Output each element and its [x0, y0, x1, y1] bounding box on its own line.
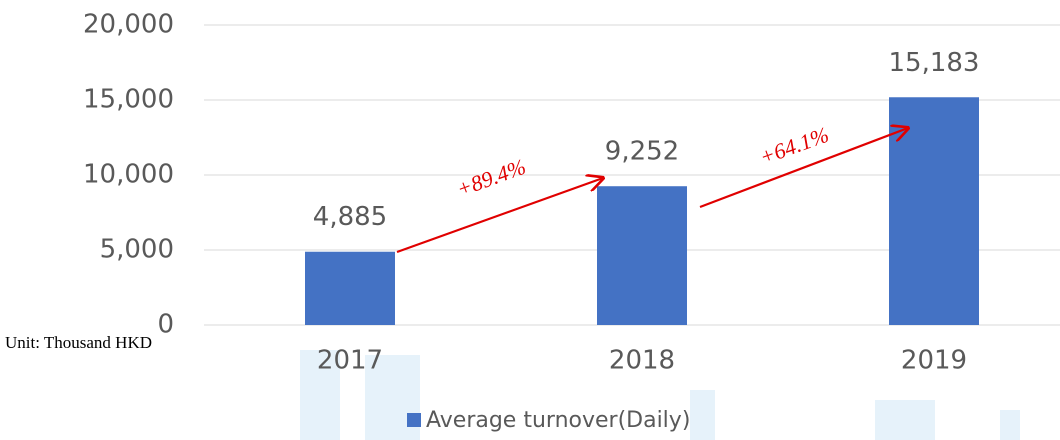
bar	[305, 251, 395, 325]
growth-annotation: +64.1%	[756, 122, 832, 170]
data-label: 9,252	[605, 137, 679, 167]
growth-arrow	[699, 128, 908, 209]
legend-label: Average turnover(Daily)	[426, 408, 690, 433]
data-label: 4,885	[313, 202, 387, 232]
growth-annotation: +89.4%	[453, 154, 529, 202]
y-tick-label: 0	[157, 310, 174, 340]
background-skyline	[300, 350, 1020, 440]
x-tick-label: 2018	[609, 346, 675, 376]
y-tick-label: 5,000	[100, 235, 174, 265]
x-tick-label: 2017	[317, 346, 383, 376]
data-label: 15,183	[889, 48, 980, 78]
unit-note: Unit: Thousand HKD	[5, 333, 152, 352]
y-tick-label: 15,000	[83, 85, 174, 115]
y-tick-label: 20,000	[83, 10, 174, 40]
x-tick-label: 2019	[901, 346, 967, 376]
bar	[597, 186, 687, 325]
y-tick-label: 10,000	[83, 160, 174, 190]
growth-arrow	[396, 178, 603, 254]
legend-swatch	[407, 413, 421, 427]
bar	[889, 97, 979, 325]
